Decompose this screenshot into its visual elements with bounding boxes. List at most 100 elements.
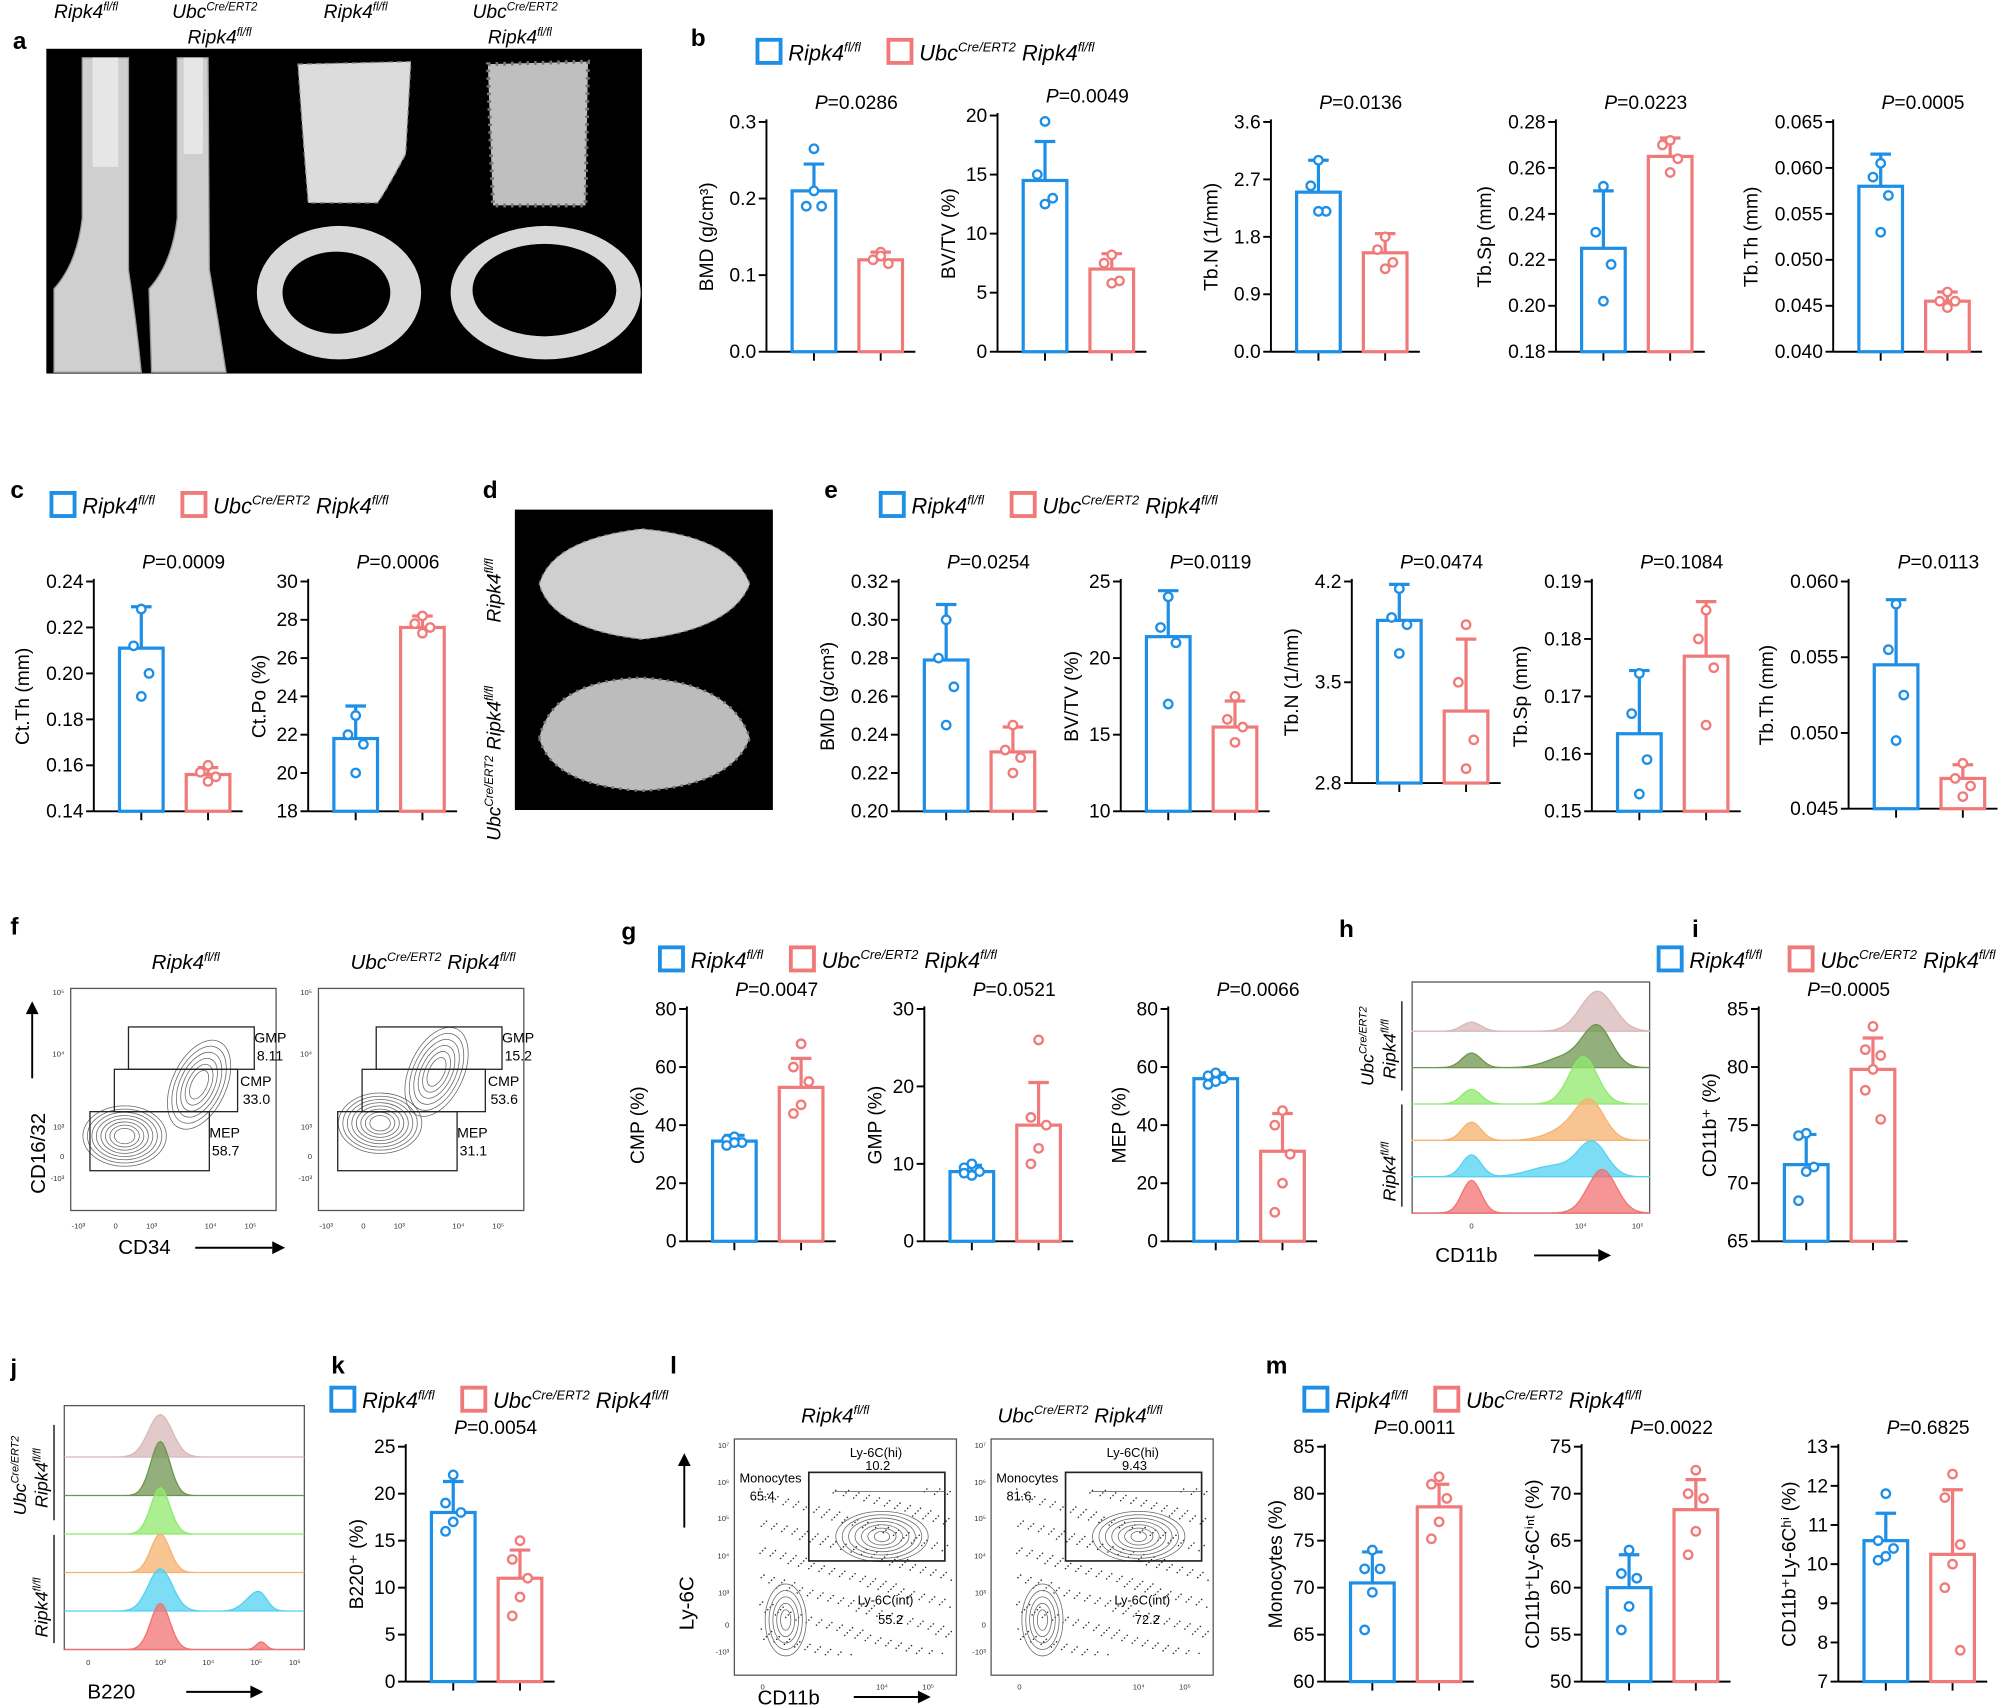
event-dot xyxy=(1205,1606,1208,1608)
event-dot xyxy=(1018,1601,1021,1603)
event-dot xyxy=(1196,1576,1199,1579)
legend-swatch-knockout xyxy=(460,1385,488,1413)
event-dot xyxy=(1064,1619,1067,1621)
event-dot xyxy=(775,1638,778,1641)
data-point-knockout xyxy=(1033,1034,1044,1046)
y-tick-label: 10 xyxy=(374,1578,395,1599)
event-dot xyxy=(890,1588,892,1590)
event-dot xyxy=(847,1489,850,1492)
event-dot xyxy=(769,1555,772,1557)
event-dot xyxy=(922,1620,924,1623)
event-dot xyxy=(824,1538,827,1540)
event-dot xyxy=(1159,1537,1162,1539)
event-dot xyxy=(1075,1506,1077,1508)
x-tick-label: 10⁴ xyxy=(876,1682,888,1691)
p-value: P=0.0047 xyxy=(735,980,818,1001)
y-tick-label: 20 xyxy=(966,106,987,127)
event-dot xyxy=(1122,1612,1125,1615)
y-axis-label: Tb.N (1/mm) xyxy=(1282,628,1303,736)
event-dot xyxy=(876,1615,878,1617)
event-dot xyxy=(760,1576,763,1579)
event-dot xyxy=(938,1488,941,1490)
event-dot xyxy=(820,1619,823,1621)
event-dot xyxy=(1127,1607,1130,1610)
event-dot xyxy=(822,1592,824,1594)
gate-value: 8.11 xyxy=(257,1047,284,1063)
event-dot xyxy=(903,1537,905,1539)
event-dot xyxy=(1027,1528,1030,1530)
event-dot xyxy=(1141,1580,1144,1583)
data-point-control xyxy=(1359,1563,1371,1575)
event-dot xyxy=(935,1569,937,1571)
event-dot xyxy=(914,1564,917,1566)
y-tick-label: 10⁷ xyxy=(975,1441,987,1450)
event-dot xyxy=(792,1557,795,1560)
data-point-knockout xyxy=(1229,736,1241,748)
data-point-knockout xyxy=(1007,719,1019,731)
y-tick-label: 10⁵ xyxy=(974,1514,986,1523)
event-dot xyxy=(1154,1593,1157,1596)
event-dot xyxy=(906,1558,909,1561)
event-dot xyxy=(896,1504,899,1507)
y-axis-label: Monocytes (%) xyxy=(1266,1500,1287,1628)
bar-knockout xyxy=(1015,1123,1063,1243)
gate-mep xyxy=(337,1111,458,1172)
event-dot xyxy=(832,1492,834,1494)
event-dot xyxy=(874,1578,877,1580)
y-tick-label: -10³ xyxy=(298,1174,312,1183)
histogram-trace xyxy=(64,1567,305,1612)
event-dot xyxy=(1044,1614,1046,1616)
y-tick-label: 80 xyxy=(1137,999,1158,1020)
event-dot xyxy=(1073,1597,1076,1599)
y-tick-label: 10⁵ xyxy=(300,988,312,997)
event-dot xyxy=(836,1513,838,1516)
legend: Ripk4fl/fl UbcCre/ERT2 Ripk4fl/fl xyxy=(878,491,1219,518)
event-dot xyxy=(1198,1652,1200,1655)
legend-label-control: Ripk4fl/fl xyxy=(788,40,862,66)
event-dot xyxy=(796,1643,799,1646)
event-dot xyxy=(1104,1489,1107,1492)
contour-line xyxy=(772,1596,799,1644)
bar-control xyxy=(922,658,970,813)
event-dot xyxy=(1086,1546,1089,1548)
p-value: P=0.0254 xyxy=(947,553,1030,574)
event-dot xyxy=(786,1525,788,1528)
event-dot xyxy=(913,1590,915,1593)
contour-line xyxy=(180,1057,218,1112)
y-tick-label: 0.20 xyxy=(851,802,888,823)
data-point-control xyxy=(1875,226,1887,238)
event-dot xyxy=(888,1499,891,1502)
event-dot xyxy=(1185,1652,1187,1655)
event-dot xyxy=(899,1502,901,1504)
y-tick-label: 70 xyxy=(1293,1578,1314,1599)
event-dot xyxy=(808,1619,810,1621)
event-dot xyxy=(868,1610,870,1612)
histogram-trace xyxy=(1411,1023,1651,1069)
data-point-knockout xyxy=(1875,1050,1887,1061)
event-dot xyxy=(922,1569,924,1571)
event-dot xyxy=(811,1538,814,1540)
event-dot xyxy=(1123,1637,1126,1639)
histogram-group-label-control: Ripk4fl/fl xyxy=(31,1577,51,1637)
event-dot xyxy=(929,1625,932,1628)
data-point-knockout xyxy=(1949,295,1961,307)
trabecular-image-control xyxy=(538,528,751,640)
x-tick-label: -10³ xyxy=(72,1221,86,1230)
event-dot xyxy=(927,1512,929,1515)
event-dot xyxy=(793,1646,796,1648)
event-dot xyxy=(781,1581,783,1584)
event-dot xyxy=(942,1625,945,1628)
event-dot xyxy=(858,1492,860,1494)
event-dot xyxy=(888,1615,891,1617)
y-axis-label: Tb.N (1/mm) xyxy=(1201,183,1222,291)
femur-shaft-highlight xyxy=(92,57,119,167)
x-tick-label: 0 xyxy=(361,1221,365,1230)
event-dot xyxy=(1167,1644,1170,1647)
y-tick-label: 0.050 xyxy=(1790,723,1838,744)
p-value: P=0.0113 xyxy=(1898,553,1980,574)
event-dot xyxy=(826,1511,828,1513)
bar-control xyxy=(1348,1581,1396,1684)
bar-control xyxy=(1857,184,1905,354)
event-dot xyxy=(1027,1579,1030,1581)
event-dot xyxy=(901,1564,904,1566)
